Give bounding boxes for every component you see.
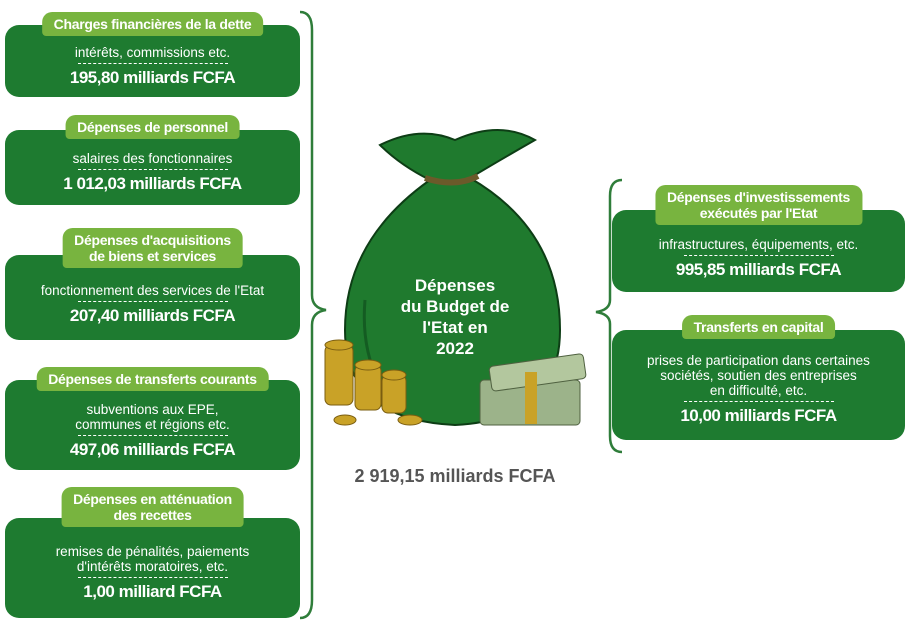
description-line: infrastructures, équipements, etc. bbox=[659, 237, 859, 252]
amount: 497,06 milliards FCFA bbox=[70, 440, 235, 460]
title-line: Dépenses en atténuation bbox=[73, 491, 232, 507]
amount: 1 012,03 milliards FCFA bbox=[63, 174, 241, 194]
separator bbox=[78, 63, 228, 64]
description: fonctionnement des services de l'Etat bbox=[41, 283, 264, 298]
center-title-line: du Budget de bbox=[395, 296, 515, 317]
description-line: intérêts, commissions etc. bbox=[75, 45, 230, 60]
description: infrastructures, équipements, etc. bbox=[659, 237, 859, 252]
title-line: Dépenses d'acquisitions bbox=[74, 232, 231, 248]
description: salaires des fonctionnaires bbox=[73, 151, 233, 166]
amount: 10,00 milliards FCFA bbox=[680, 406, 836, 426]
title-line: Dépenses de personnel bbox=[77, 119, 228, 135]
separator bbox=[684, 401, 834, 402]
title-line: de biens et services bbox=[74, 248, 231, 264]
description-line: sociétés, soutien des entreprises bbox=[647, 368, 870, 383]
description-line: en difficulté, etc. bbox=[647, 383, 870, 398]
center-title-line: 2022 bbox=[395, 338, 515, 359]
category-title: Charges financières de la dette bbox=[42, 12, 264, 36]
description-line: d'intérêts moratoires, etc. bbox=[56, 559, 250, 574]
description: intérêts, commissions etc. bbox=[75, 45, 230, 60]
amount: 195,80 milliards FCFA bbox=[70, 68, 235, 88]
amount: 995,85 milliards FCFA bbox=[676, 260, 841, 280]
separator bbox=[78, 435, 228, 436]
title-line: Dépenses de transferts courants bbox=[48, 371, 257, 387]
category-title: Dépenses de transferts courants bbox=[36, 367, 269, 391]
category-title: Dépenses de personnel bbox=[65, 115, 240, 139]
title-line: exécutés par l'Etat bbox=[667, 205, 850, 221]
description: subventions aux EPE,communes et régions … bbox=[75, 402, 230, 432]
center-title-line: Dépenses bbox=[395, 275, 515, 296]
description-line: fonctionnement des services de l'Etat bbox=[41, 283, 264, 298]
category-title: Transferts en capital bbox=[682, 315, 836, 339]
description-line: communes et régions etc. bbox=[75, 417, 230, 432]
separator bbox=[684, 255, 834, 256]
separator bbox=[78, 301, 228, 302]
title-line: Dépenses d'investissements bbox=[667, 189, 850, 205]
separator bbox=[78, 169, 228, 170]
title-line: Transferts en capital bbox=[694, 319, 824, 335]
amount: 1,00 milliard FCFA bbox=[83, 582, 221, 602]
amount: 207,40 milliards FCFA bbox=[70, 306, 235, 326]
title-line: Charges financières de la dette bbox=[54, 16, 252, 32]
left-brace bbox=[300, 12, 326, 618]
total: 2 919,15 milliards FCFA bbox=[354, 466, 555, 486]
description-line: remises de pénalités, paiements bbox=[56, 544, 250, 559]
separator bbox=[78, 577, 228, 578]
description-line: subventions aux EPE, bbox=[75, 402, 230, 417]
center-title-line: l'Etat en bbox=[395, 317, 515, 338]
description-line: prises de participation dans certaines bbox=[647, 353, 870, 368]
title-line: des recettes bbox=[73, 507, 232, 523]
description-line: salaires des fonctionnaires bbox=[73, 151, 233, 166]
infographic: 2 919,15 milliards FCFA Dépensesdu Budge… bbox=[0, 0, 906, 625]
